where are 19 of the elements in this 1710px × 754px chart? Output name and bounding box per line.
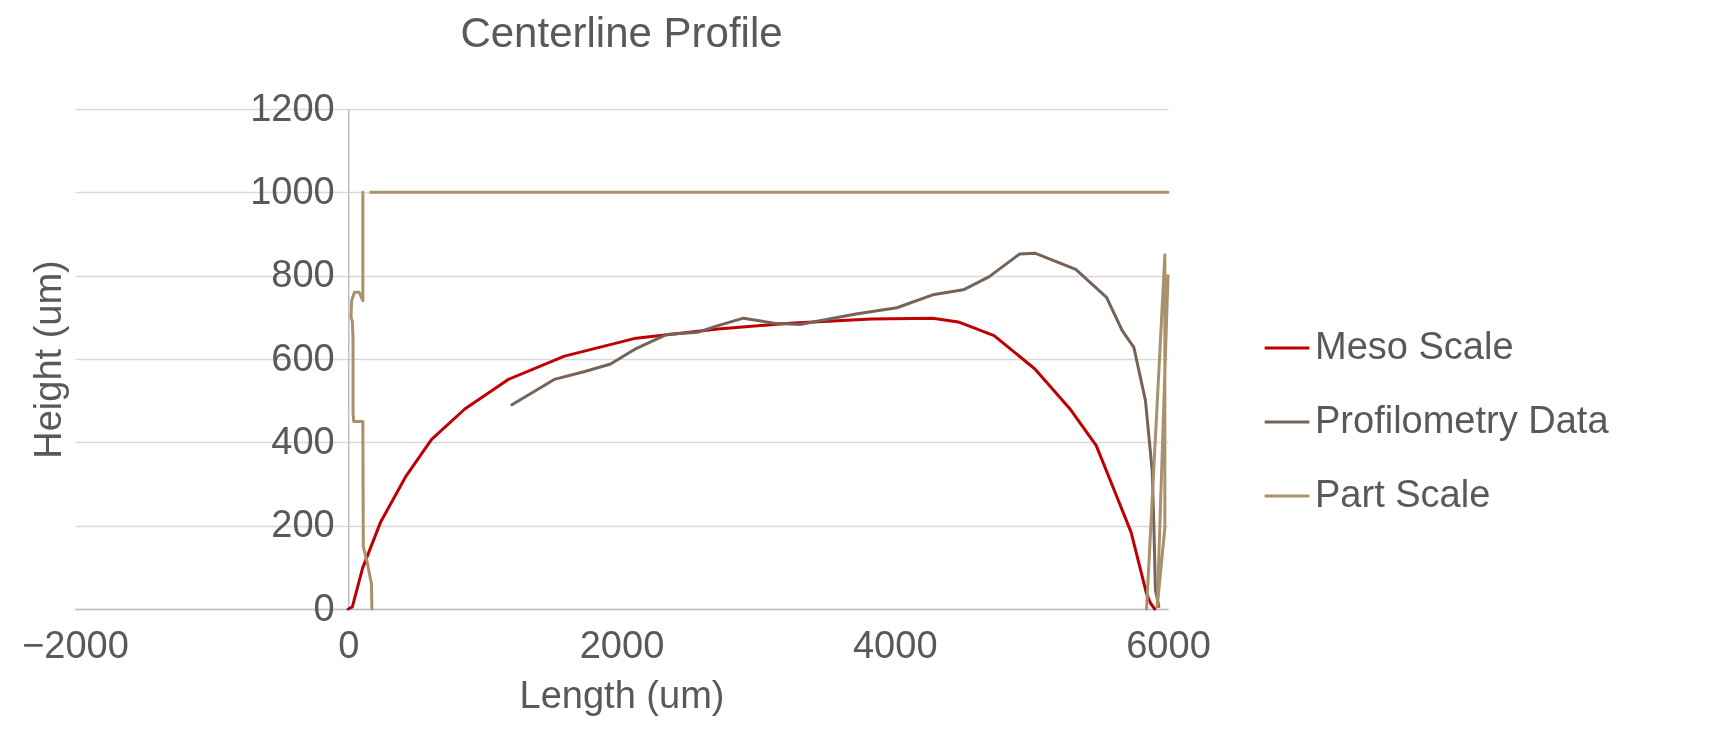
y-tick-label: 600 bbox=[271, 336, 335, 379]
line-series bbox=[510, 251, 1161, 608]
chart-title: Centerline Profile bbox=[460, 9, 783, 56]
x-tick-label: 4000 bbox=[852, 623, 938, 666]
legend-label: Meso Scale bbox=[1315, 325, 1514, 367]
y-axis-title: Height (um) bbox=[26, 260, 69, 459]
x-axis-title: Length (um) bbox=[519, 673, 725, 716]
y-tick-label: 400 bbox=[271, 419, 335, 462]
legend-label: Profilometry Data bbox=[1315, 399, 1610, 441]
y-tick-label: 1000 bbox=[250, 169, 335, 212]
y-tick-label: 1200 bbox=[250, 86, 335, 129]
y-tick-label: 800 bbox=[271, 253, 335, 296]
x-tick-label: −2000 bbox=[22, 623, 129, 666]
x-tick-label: 2000 bbox=[579, 623, 665, 666]
line-series bbox=[346, 316, 1157, 611]
y-tick-label: 200 bbox=[271, 503, 335, 546]
x-tick-label: 6000 bbox=[1126, 623, 1211, 666]
legend-label: Part Scale bbox=[1315, 473, 1491, 515]
y-tick-label: 0 bbox=[313, 586, 335, 629]
